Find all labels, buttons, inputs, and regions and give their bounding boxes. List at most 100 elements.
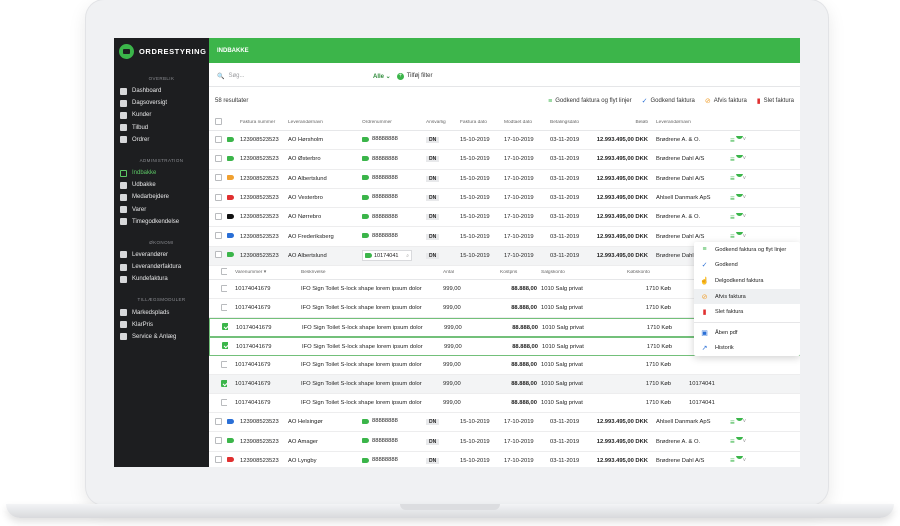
approve-lines-icon[interactable]: ≡99: [730, 193, 743, 203]
chevron-down-icon[interactable]: ˅: [742, 195, 747, 202]
sidebar-item-leverandørfaktura[interactable]: Leverandørfaktura: [114, 261, 209, 273]
approve-move-button[interactable]: ≡ Godkend faktura og flyt linjer: [548, 97, 632, 105]
order-number-field[interactable]: 10174041: [689, 381, 715, 388]
header-7[interactable]: Beløb: [635, 120, 648, 125]
order-tag[interactable]: 88888888: [362, 233, 398, 239]
header-5[interactable]: Modtaet dato: [504, 120, 533, 125]
menu-item-4[interactable]: ▮ Slet faktura: [694, 304, 800, 320]
table-row[interactable]: 123908523523 AO Helsingør 88888888 DN 15-10-…: [209, 413, 800, 433]
table-row[interactable]: 123908523523 AO Lyngby 88888888 DN 15-10-201…: [209, 452, 800, 467]
line-item-row[interactable]: 10174041679 IFÖ Sign Toilet S-lock shape …: [209, 337, 800, 357]
approve-lines-icon[interactable]: ≡99: [730, 174, 743, 183]
approve-lines-icon[interactable]: ≡99: [730, 232, 743, 241]
chevron-down-icon[interactable]: ˅: [742, 457, 747, 464]
sub-header-3[interactable]: Kostpris: [500, 270, 518, 276]
line-item-row[interactable]: 10174041679 IFÖ Sign Toilet S-lock shape …: [209, 375, 800, 395]
sidebar-item-leverandører[interactable]: Leverandører: [114, 249, 209, 261]
row-checkbox[interactable]: [215, 154, 222, 162]
row-checkbox[interactable]: [215, 174, 222, 182]
table-row[interactable]: 123908523523 AO Vesterbro 88888888 DN 15-10-…: [209, 189, 800, 209]
line-checkbox[interactable]: [221, 303, 227, 311]
menu-item-3[interactable]: ⊘ Afvis faktura: [694, 288, 800, 305]
order-tag[interactable]: 88888888: [362, 136, 398, 142]
table-row[interactable]: 123908523523 AO Østerbro 88888888 DN 15-10-2…: [209, 150, 800, 170]
menu-item-2[interactable]: ☝ Delgodkend faktura: [694, 273, 800, 289]
filter-select[interactable]: Alle ⌄: [373, 73, 391, 80]
chevron-down-icon[interactable]: ˅: [742, 156, 747, 163]
order-number-field[interactable]: 10174041: [689, 400, 715, 407]
sidebar-item-dashboard[interactable]: Dashboard: [114, 85, 209, 97]
menu-item-6[interactable]: ↗ Historik: [694, 341, 800, 357]
sidebar-item-service-anlæg[interactable]: Service & Anlæg: [114, 331, 209, 343]
line-item-row[interactable]: 10174041679 IFÖ Sign Toilet S-lock shape …: [209, 299, 800, 319]
menu-item-5[interactable]: ▣ Åben pdf: [694, 325, 800, 341]
chevron-down-icon[interactable]: ˅: [742, 419, 747, 426]
sidebar-item-markedsplads[interactable]: Markedsplads: [114, 306, 209, 318]
sub-header-5[interactable]: Købskonto: [627, 270, 650, 276]
row-checkbox[interactable]: [215, 417, 222, 425]
sub-header-2[interactable]: Antal: [443, 270, 454, 276]
order-tag[interactable]: 88888888: [362, 156, 398, 162]
order-tag[interactable]: 88888888: [362, 438, 398, 444]
sidebar-item-kundefaktura[interactable]: Kundefaktura: [114, 273, 209, 285]
menu-item-0[interactable]: ≡ Godkend faktura og flyt linjer: [694, 242, 800, 258]
table-row[interactable]: 123908523523 AO Hørsholm 88888888 DN 15-10-2…: [209, 131, 800, 151]
sidebar-item-medarbejdere[interactable]: Medarbejdere: [114, 191, 209, 203]
sidebar-item-timegodkendelse[interactable]: Timegodkendelse: [114, 216, 209, 228]
sidebar-item-dagsoversigt[interactable]: Dagsoversigt: [114, 97, 209, 109]
order-tag[interactable]: 88888888: [362, 457, 398, 463]
order-tag[interactable]: 88888888: [362, 194, 398, 200]
chevron-down-icon[interactable]: ˅: [742, 175, 747, 182]
sub-header-4[interactable]: Salgskonto: [541, 270, 565, 276]
line-item-row[interactable]: 10174041679 IFÖ Sign Toilet S-lock shape …: [209, 394, 800, 414]
sidebar-item-varer[interactable]: Varer: [114, 204, 209, 216]
line-checkbox[interactable]: [222, 342, 228, 350]
approve-lines-icon[interactable]: ≡99: [730, 154, 743, 164]
order-number-input[interactable]: 10174041 ⌕: [362, 250, 412, 262]
row-checkbox[interactable]: [215, 135, 222, 143]
sidebar-item-ordrer[interactable]: Ordrer: [114, 134, 209, 146]
line-checkbox[interactable]: [221, 284, 227, 292]
line-checkbox[interactable]: [221, 379, 227, 387]
chevron-down-icon[interactable]: ˅: [742, 233, 747, 240]
table-row[interactable]: 123908523523 AO Nørrebro 88888888 DN 15-10-2…: [209, 208, 800, 228]
order-tag[interactable]: 88888888: [362, 214, 398, 220]
approve-lines-icon[interactable]: ≡99: [730, 135, 743, 145]
reject-button[interactable]: ⊘ Afvis faktura: [704, 98, 747, 105]
chevron-down-icon[interactable]: ˅: [742, 137, 747, 144]
sidebar-item-tilbud[interactable]: Tilbud: [114, 122, 209, 134]
approve-lines-icon[interactable]: ≡99: [730, 417, 743, 427]
approve-lines-icon[interactable]: ≡99: [730, 456, 743, 465]
row-checkbox[interactable]: [215, 251, 222, 259]
sub-header-1[interactable]: Beskrivelse: [301, 270, 326, 276]
sub-header-0[interactable]: Varenummer ▾: [235, 270, 267, 276]
order-tag[interactable]: 88888888: [362, 418, 398, 424]
row-checkbox[interactable]: [215, 456, 222, 464]
chevron-down-icon[interactable]: ˅: [742, 214, 747, 221]
delete-button[interactable]: ▮ Slet faktura: [756, 98, 794, 105]
table-row[interactable]: 123908523523 AO Amager 88888888 DN 15-10-201…: [209, 432, 800, 452]
line-item-row[interactable]: 10174041679 IFÖ Sign Toilet S-lock shape …: [209, 356, 800, 376]
sidebar-item-indbakke[interactable]: Indbakke: [114, 167, 209, 179]
add-filter-button[interactable]: + Tilføj filter: [396, 72, 433, 80]
line-checkbox[interactable]: [221, 360, 227, 368]
brand-header[interactable]: ORDRESTYRING: [114, 38, 209, 64]
line-checkbox[interactable]: [222, 323, 228, 331]
row-checkbox[interactable]: [215, 212, 222, 220]
table-row[interactable]: 123908523523 AO Albertslund 88888888 DN 15-1…: [209, 170, 800, 189]
header-2[interactable]: Ordrenummer: [362, 120, 392, 125]
select-all-checkbox[interactable]: [215, 118, 222, 125]
header-3[interactable]: Ansvarlig: [426, 120, 446, 125]
sidebar-item-udbakke[interactable]: Udbakke: [114, 179, 209, 191]
menu-item-1[interactable]: ✓ Godkend: [694, 258, 800, 274]
header-6[interactable]: Betalingsdato: [550, 120, 580, 125]
sub-select-all-checkbox[interactable]: [221, 268, 227, 276]
row-checkbox[interactable]: [215, 193, 222, 201]
row-checkbox[interactable]: [215, 437, 222, 445]
approve-button[interactable]: ✓ Godkend faktura: [641, 98, 695, 105]
table-row[interactable]: 123908523523 AO Albertslund 10174041 ⌕ DN 15-…: [209, 246, 800, 267]
search-input[interactable]: 🔍 Søg...: [217, 69, 367, 84]
line-checkbox[interactable]: [221, 398, 227, 406]
header-0[interactable]: Faktura nummer: [240, 120, 276, 125]
chevron-down-icon[interactable]: ˅: [742, 438, 747, 445]
